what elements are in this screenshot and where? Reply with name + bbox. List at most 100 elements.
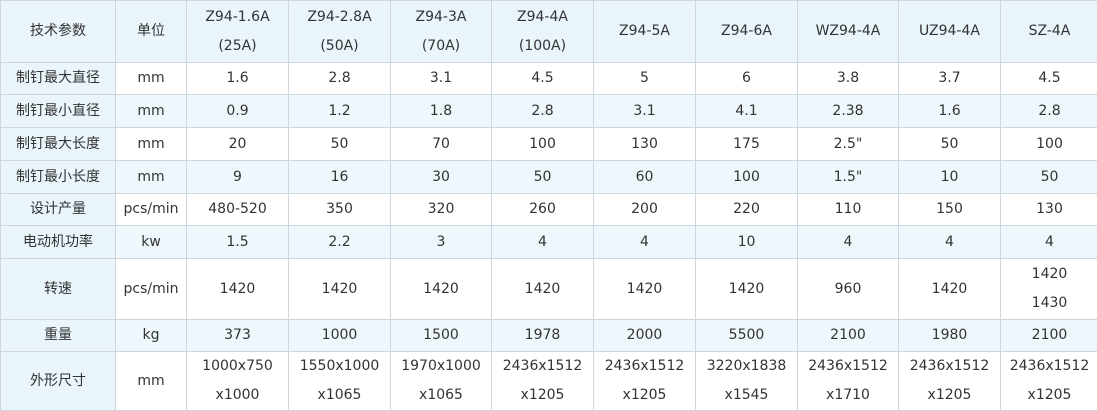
table-cell: 1980 [899,320,1001,352]
cell-text: 350 [289,195,390,224]
table-cell: Z94-3A(70A) [391,1,492,63]
cell-text: 3.1 [391,64,491,93]
cell-text: 3 [391,228,491,257]
cell-text: 1978 [492,321,593,350]
cell-text: 2.38 [798,97,898,126]
cell-text: mm [116,97,186,126]
table-cell: 5500 [696,320,798,352]
cell-text: 200 [594,195,695,224]
table-cell: 150 [899,194,1001,226]
cell-text: SZ-4A [1001,17,1097,46]
cell-text: 4.5 [1001,64,1097,93]
cell-text: 130 [1001,195,1097,224]
cell-text: 4 [492,228,593,257]
table-cell: 1.6 [187,63,289,95]
table-cell: 2.38 [798,95,899,128]
table-cell: 175 [696,128,798,161]
cell-text: 1.2 [289,97,390,126]
table-cell: 2000 [594,320,696,352]
table-cell: 2100 [798,320,899,352]
cell-text: 2.5" [798,130,898,159]
table-cell: 1978 [492,320,594,352]
table-cell: 10 [899,161,1001,194]
cell-text: 110 [798,195,898,224]
cell-text: 480-520 [187,195,288,224]
table-cell: 110 [798,194,899,226]
table-cell: 0.9 [187,95,289,128]
cell-text: x1710 [798,381,898,410]
cell-text: mm [116,130,186,159]
table-cell: 制钉最大长度 [1,128,116,161]
table-cell: 重量 [1,320,116,352]
table-cell: 1420 [187,259,289,320]
cell-text: 3.8 [798,64,898,93]
table-cell: 2.2 [289,226,391,259]
cell-text: 1000x750 [187,352,288,381]
table-cell: kg [116,320,187,352]
table-cell: 100 [696,161,798,194]
cell-text: 1420 [696,275,797,304]
cell-text: 3.7 [899,64,1000,93]
cell-text: 制钉最大长度 [1,130,115,159]
cell-text: 外形尺寸 [1,367,115,396]
table-cell: 320 [391,194,492,226]
cell-text: 175 [696,130,797,159]
table-cell: 3.1 [594,95,696,128]
cell-text: 重量 [1,321,115,350]
cell-text: 1.6 [899,97,1000,126]
table-cell: 350 [289,194,391,226]
cell-text: 2436x1512 [492,352,593,381]
cell-text: 6 [696,64,797,93]
table-cell: 2100 [1001,320,1097,352]
table-cell: 20 [187,128,289,161]
cell-text: 50 [899,130,1000,159]
table-cell: 3.1 [391,63,492,95]
cell-text: 1420 [1001,260,1097,289]
cell-text: 10 [696,228,797,257]
cell-text: pcs/min [116,195,186,224]
cell-text: 电动机功率 [1,228,115,257]
table-cell: 1000 [289,320,391,352]
table-cell: pcs/min [116,259,187,320]
table-cell: 4 [798,226,899,259]
cell-text: 1980 [899,321,1000,350]
cell-text: 设计产量 [1,195,115,224]
cell-text: x1065 [289,381,390,410]
table-cell: 1.8 [391,95,492,128]
table-cell: 转速 [1,259,116,320]
cell-text: Z94-4A [492,3,593,32]
table-cell: 1.5" [798,161,899,194]
table-cell: 2.8 [289,63,391,95]
cell-text: 50 [1001,163,1097,192]
table-cell: 50 [492,161,594,194]
table-cell: 30 [391,161,492,194]
cell-text: 制钉最小直径 [1,97,115,126]
cell-text: 2000 [594,321,695,350]
cell-text: 2436x1512 [899,352,1000,381]
cell-text: 2436x1512 [798,352,898,381]
table-cell: 1.6 [899,95,1001,128]
table-cell: 70 [391,128,492,161]
cell-text: 1970x1000 [391,352,491,381]
cell-text: 4 [594,228,695,257]
cell-text: 3.1 [594,97,695,126]
cell-text: 1420 [492,275,593,304]
cell-text: 4 [899,228,1000,257]
cell-text: 260 [492,195,593,224]
cell-text: 4 [798,228,898,257]
cell-text: 1.5 [187,228,288,257]
cell-text: 1.5" [798,163,898,192]
cell-text: 1550x1000 [289,352,390,381]
table-cell: pcs/min [116,194,187,226]
table-cell: 外形尺寸 [1,352,116,411]
table-cell: 200 [594,194,696,226]
